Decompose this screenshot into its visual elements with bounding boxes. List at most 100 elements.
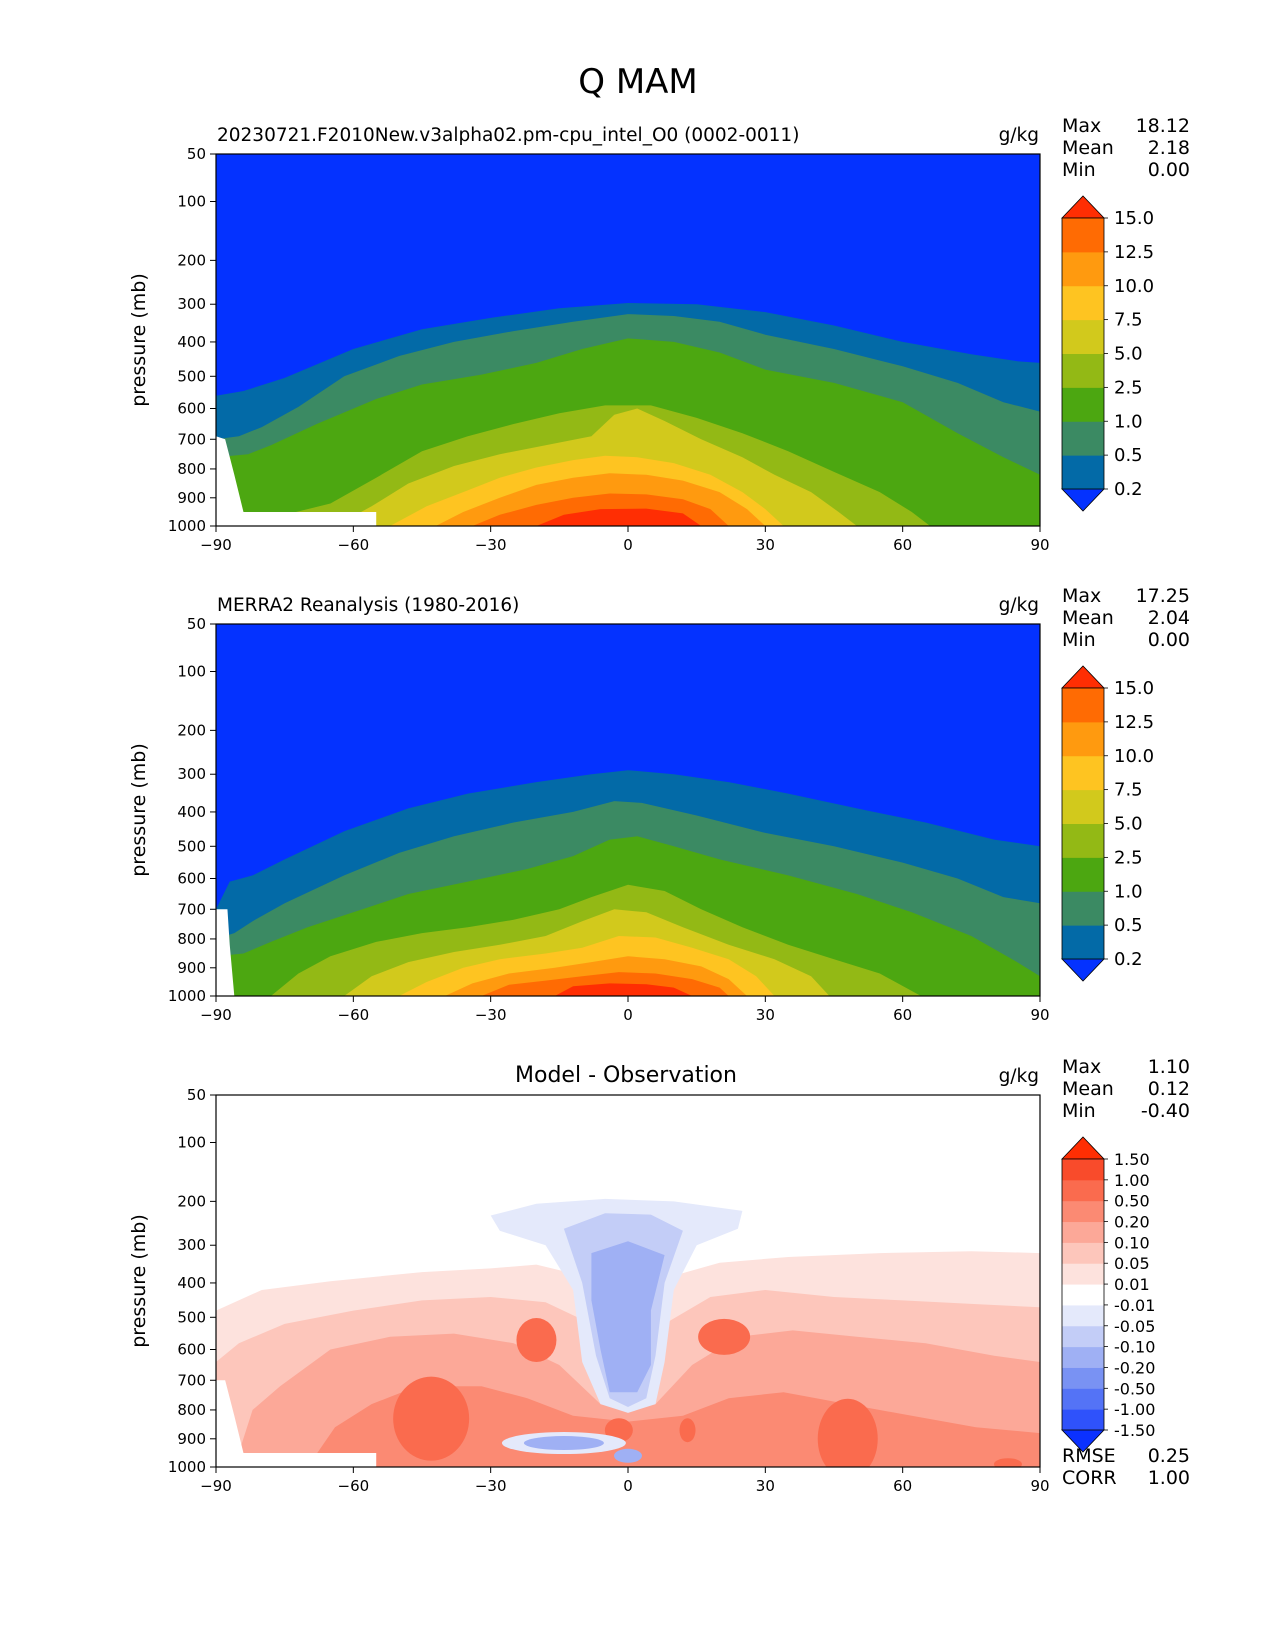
y-tick-label: 50: [187, 615, 206, 633]
y-tick-label: 300: [177, 765, 206, 783]
x-tick-label: −60: [338, 1477, 370, 1495]
contour-blob: [614, 1448, 642, 1463]
x-tick-label: 90: [1030, 536, 1049, 554]
y-tick-label: 1000: [168, 1458, 206, 1476]
units-label: g/kg: [999, 125, 1039, 146]
stat-value-mean: 2.04: [1148, 607, 1190, 629]
stat-value-rmse: 0.25: [1148, 1445, 1190, 1467]
y-tick-label: 800: [177, 1401, 206, 1419]
y-tick-label: 50: [187, 1086, 206, 1104]
colorbar-label: 7.5: [1114, 780, 1143, 801]
stat-label: Min: [1062, 159, 1096, 181]
colorbar-extend-min: [1061, 958, 1105, 982]
contour-blob: [516, 1318, 557, 1363]
y-tick-label: 900: [177, 1430, 206, 1448]
colorbar-label: 0.2: [1114, 949, 1143, 970]
x-tick-label: −90: [200, 1477, 232, 1495]
stat-label: RMSE: [1062, 1445, 1116, 1467]
y-tick-label: 600: [177, 1341, 206, 1359]
units-label: g/kg: [999, 595, 1039, 616]
contour-field: [216, 154, 1040, 526]
colorbar-label: -0.01: [1114, 1296, 1155, 1315]
colorbar: 0.2 0.5 1.0 2.5 5.0 7.5 10.0 12.5 15.0: [1061, 665, 1154, 982]
colorbar-label: 0.20: [1114, 1213, 1150, 1232]
x-tick-label: 30: [756, 1477, 775, 1495]
missing-data-region: [216, 909, 235, 996]
colorbar-label: -0.20: [1114, 1358, 1155, 1377]
colorbar-label: 1.50: [1114, 1150, 1150, 1169]
y-axis-label: pressure (mb): [128, 743, 150, 877]
colorbar-segment: [1062, 721, 1104, 757]
colorbar-label: 7.5: [1114, 310, 1143, 331]
y-tick-label: 200: [177, 251, 206, 269]
contour-blob: [698, 1318, 751, 1355]
units-label: g/kg: [999, 1066, 1039, 1087]
panel-title: MERRA2 Reanalysis (1980-2016): [217, 595, 519, 616]
y-tick-label: 600: [177, 400, 206, 418]
colorbar-segment: [1062, 755, 1104, 791]
colorbar-label: 15.0: [1114, 678, 1154, 699]
colorbar-segment: [1062, 1242, 1104, 1264]
colorbar: -1.50 -1.00 -0.50 -0.20-0.10 -0.05 -0.01 0.01 0…: [1061, 1136, 1155, 1453]
colorbar-segment: [1062, 1159, 1104, 1181]
colorbar-label: 0.50: [1114, 1192, 1150, 1211]
colorbar-label: 0.2: [1114, 479, 1143, 500]
panel-title: Model - Observation: [515, 1063, 737, 1088]
colorbar-segment: [1062, 1284, 1104, 1306]
stat-value-max: 17.25: [1136, 585, 1190, 607]
x-tick-label: 60: [893, 1477, 912, 1495]
y-tick-label: 400: [177, 803, 206, 821]
colorbar-label: 10.0: [1114, 746, 1154, 767]
colorbar-label: 15.0: [1114, 208, 1154, 229]
x-tick-label: −60: [338, 536, 370, 554]
contour-blob: [393, 1376, 470, 1461]
contour-band: [591, 1241, 665, 1393]
y-tick-label: 1000: [168, 517, 206, 535]
colorbar-segment: [1062, 285, 1104, 321]
y-tick-label: 500: [177, 837, 206, 855]
colorbar-label: 5.0: [1114, 344, 1143, 365]
colorbar-label: -0.50: [1114, 1379, 1155, 1398]
y-tick-label: 1000: [168, 987, 206, 1005]
stat-label: Min: [1062, 1100, 1096, 1122]
y-tick-label: 400: [177, 1274, 206, 1292]
y-tick-label: 900: [177, 489, 206, 507]
y-tick-label: 200: [177, 721, 206, 739]
colorbar-segment: [1062, 251, 1104, 287]
y-tick-label: 100: [177, 193, 206, 211]
stat-label: Max: [1062, 1056, 1101, 1078]
colorbar-label: -0.10: [1114, 1338, 1155, 1357]
stat-value-max: 18.12: [1136, 115, 1190, 137]
contour-field: [216, 1095, 1040, 1467]
stat-label: Mean: [1062, 137, 1114, 159]
colorbar-segment: [1062, 353, 1104, 388]
colorbar-extend-max: [1061, 1136, 1105, 1160]
x-tick-label: 90: [1030, 1477, 1049, 1495]
x-tick-label: 0: [623, 1477, 633, 1495]
colorbar: 0.2 0.5 1.0 2.5 5.0 7.5 10.0 12.5 15.0: [1061, 195, 1154, 512]
stat-value-mean: 2.18: [1148, 137, 1190, 159]
colorbar-label: 1.00: [1114, 1171, 1150, 1190]
y-tick-label: 900: [177, 959, 206, 977]
colorbar-segment: [1062, 455, 1104, 490]
contour-band: [536, 508, 702, 526]
colorbar-segment: [1062, 1200, 1104, 1223]
colorbar-segment: [1062, 1346, 1104, 1368]
y-tick-label: 100: [177, 663, 206, 681]
colorbar-label: 12.5: [1114, 712, 1154, 733]
colorbar-label: 12.5: [1114, 242, 1154, 263]
colorbar-label: 0.5: [1114, 445, 1143, 466]
stat-value-min: 0.00: [1148, 159, 1190, 181]
x-tick-label: −30: [475, 1477, 507, 1495]
contour-blob: [993, 1458, 1022, 1467]
x-tick-label: −90: [200, 536, 232, 554]
colorbar-label: 1.0: [1114, 411, 1143, 432]
x-tick-label: −90: [200, 1006, 232, 1024]
contour-blob: [817, 1398, 878, 1467]
stat-label: Min: [1062, 629, 1096, 651]
colorbar-label: 0.5: [1114, 915, 1143, 936]
